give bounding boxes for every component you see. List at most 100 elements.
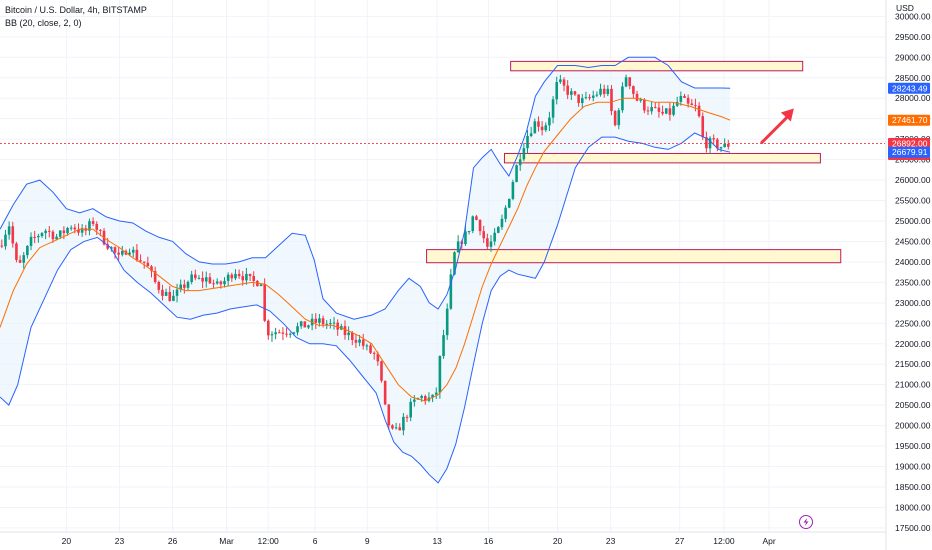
candle-body bbox=[26, 246, 29, 255]
candle-body bbox=[194, 274, 197, 278]
candle-body bbox=[694, 105, 697, 106]
candle-body bbox=[201, 278, 204, 282]
candle-body bbox=[577, 94, 580, 103]
price-tick-label: 29500.00 bbox=[895, 32, 931, 42]
candle-body bbox=[70, 228, 73, 229]
price-tick-label: 28500.00 bbox=[895, 73, 931, 83]
candle-body bbox=[603, 89, 606, 94]
candle-body bbox=[216, 281, 219, 283]
price-tick-label: 21500.00 bbox=[895, 359, 931, 369]
candle-body bbox=[413, 400, 416, 402]
candle-body bbox=[307, 325, 310, 327]
candle-body bbox=[223, 281, 226, 284]
candle-body bbox=[420, 396, 423, 398]
candle-body bbox=[497, 227, 500, 233]
candle-body bbox=[617, 110, 620, 125]
candle-body bbox=[231, 275, 234, 279]
time-tick-label: Apr bbox=[762, 536, 775, 546]
candle-body bbox=[329, 323, 332, 324]
candle-body bbox=[409, 402, 412, 418]
price-tick-label: 25000.00 bbox=[895, 216, 931, 226]
time-tick-label: 23 bbox=[115, 536, 125, 546]
candle-body bbox=[263, 285, 266, 321]
candle-body bbox=[534, 121, 537, 133]
candle-body bbox=[296, 326, 299, 332]
candle bbox=[457, 235, 460, 252]
candle-body bbox=[147, 263, 150, 266]
candle-body bbox=[384, 381, 387, 405]
time-tick-label: 12:00 bbox=[713, 536, 735, 546]
time-tick-label: 20 bbox=[62, 536, 72, 546]
candle-body bbox=[508, 199, 511, 208]
candle-body bbox=[395, 427, 398, 428]
candle-body bbox=[720, 147, 723, 148]
price-tick-label: 26000.00 bbox=[895, 175, 931, 185]
price-tick-label: 24000.00 bbox=[895, 257, 931, 267]
candle-body bbox=[398, 427, 401, 430]
candle-body bbox=[614, 111, 617, 125]
price-tick-label: 17500.00 bbox=[895, 523, 931, 533]
candle-body bbox=[596, 95, 599, 96]
price-tick-label: 18500.00 bbox=[895, 482, 931, 492]
candle-body bbox=[607, 89, 610, 94]
candle-body bbox=[650, 107, 653, 111]
candle bbox=[512, 180, 515, 201]
candle-body bbox=[541, 127, 544, 130]
candle-body bbox=[358, 340, 361, 343]
price-tick-label: 19500.00 bbox=[895, 441, 931, 451]
candle-body bbox=[512, 182, 515, 199]
candle-body bbox=[318, 318, 321, 322]
candle bbox=[271, 331, 274, 342]
price-tick-label: 20500.00 bbox=[895, 400, 931, 410]
price-tick-label: 23000.00 bbox=[895, 298, 931, 308]
candle-body bbox=[658, 108, 661, 112]
candle bbox=[267, 319, 270, 339]
candle-body bbox=[475, 216, 478, 220]
candle bbox=[471, 215, 474, 233]
candle-body bbox=[336, 323, 339, 330]
candle-body bbox=[11, 226, 14, 243]
time-tick-label: 12:00 bbox=[258, 536, 280, 546]
zone-box-2 bbox=[504, 153, 820, 162]
candle-body bbox=[712, 138, 715, 139]
price-tick-label: 22500.00 bbox=[895, 318, 931, 328]
candle-body bbox=[198, 278, 201, 279]
candle-body bbox=[585, 97, 588, 98]
basis-tag: 27461.70 bbox=[888, 115, 930, 126]
price-axis: USD30000.0029500.0029000.0028500.0028000… bbox=[886, 0, 931, 550]
candle bbox=[446, 303, 449, 339]
time-tick-label: 27 bbox=[675, 536, 685, 546]
candle-body bbox=[665, 108, 668, 113]
price-tick-label: 19000.00 bbox=[895, 462, 931, 472]
candle-body bbox=[15, 243, 18, 259]
candle-body bbox=[271, 334, 274, 335]
candle-body bbox=[526, 136, 529, 148]
candle bbox=[384, 381, 387, 406]
candle-body bbox=[402, 417, 405, 430]
candle-body bbox=[92, 221, 95, 224]
candle-body bbox=[252, 276, 255, 281]
time-tick-label: 13 bbox=[432, 536, 442, 546]
candle-body bbox=[727, 144, 730, 147]
candle-body bbox=[8, 226, 11, 234]
candle bbox=[289, 332, 292, 338]
candle-body bbox=[523, 148, 526, 159]
candle-body bbox=[205, 277, 208, 281]
price-tick-label: 25500.00 bbox=[895, 196, 931, 206]
candle-body bbox=[33, 237, 36, 238]
candle bbox=[515, 164, 518, 182]
candle-body bbox=[654, 107, 657, 108]
candle-body bbox=[314, 319, 317, 323]
candle-body bbox=[267, 321, 270, 336]
candle-body bbox=[300, 321, 303, 326]
candle-body bbox=[249, 274, 252, 276]
candle-body bbox=[632, 86, 635, 94]
price-tick-label: 20000.00 bbox=[895, 421, 931, 431]
candle-body bbox=[723, 144, 726, 147]
candle-body bbox=[669, 108, 672, 114]
time-axis: 20 23 26 Mar 12:00 6 9 13 16 20 23 27 12:00 Apr bbox=[0, 532, 886, 546]
price-tick-label: 30000.00 bbox=[895, 11, 931, 21]
candle-body bbox=[176, 289, 179, 295]
candle-body bbox=[132, 250, 135, 253]
